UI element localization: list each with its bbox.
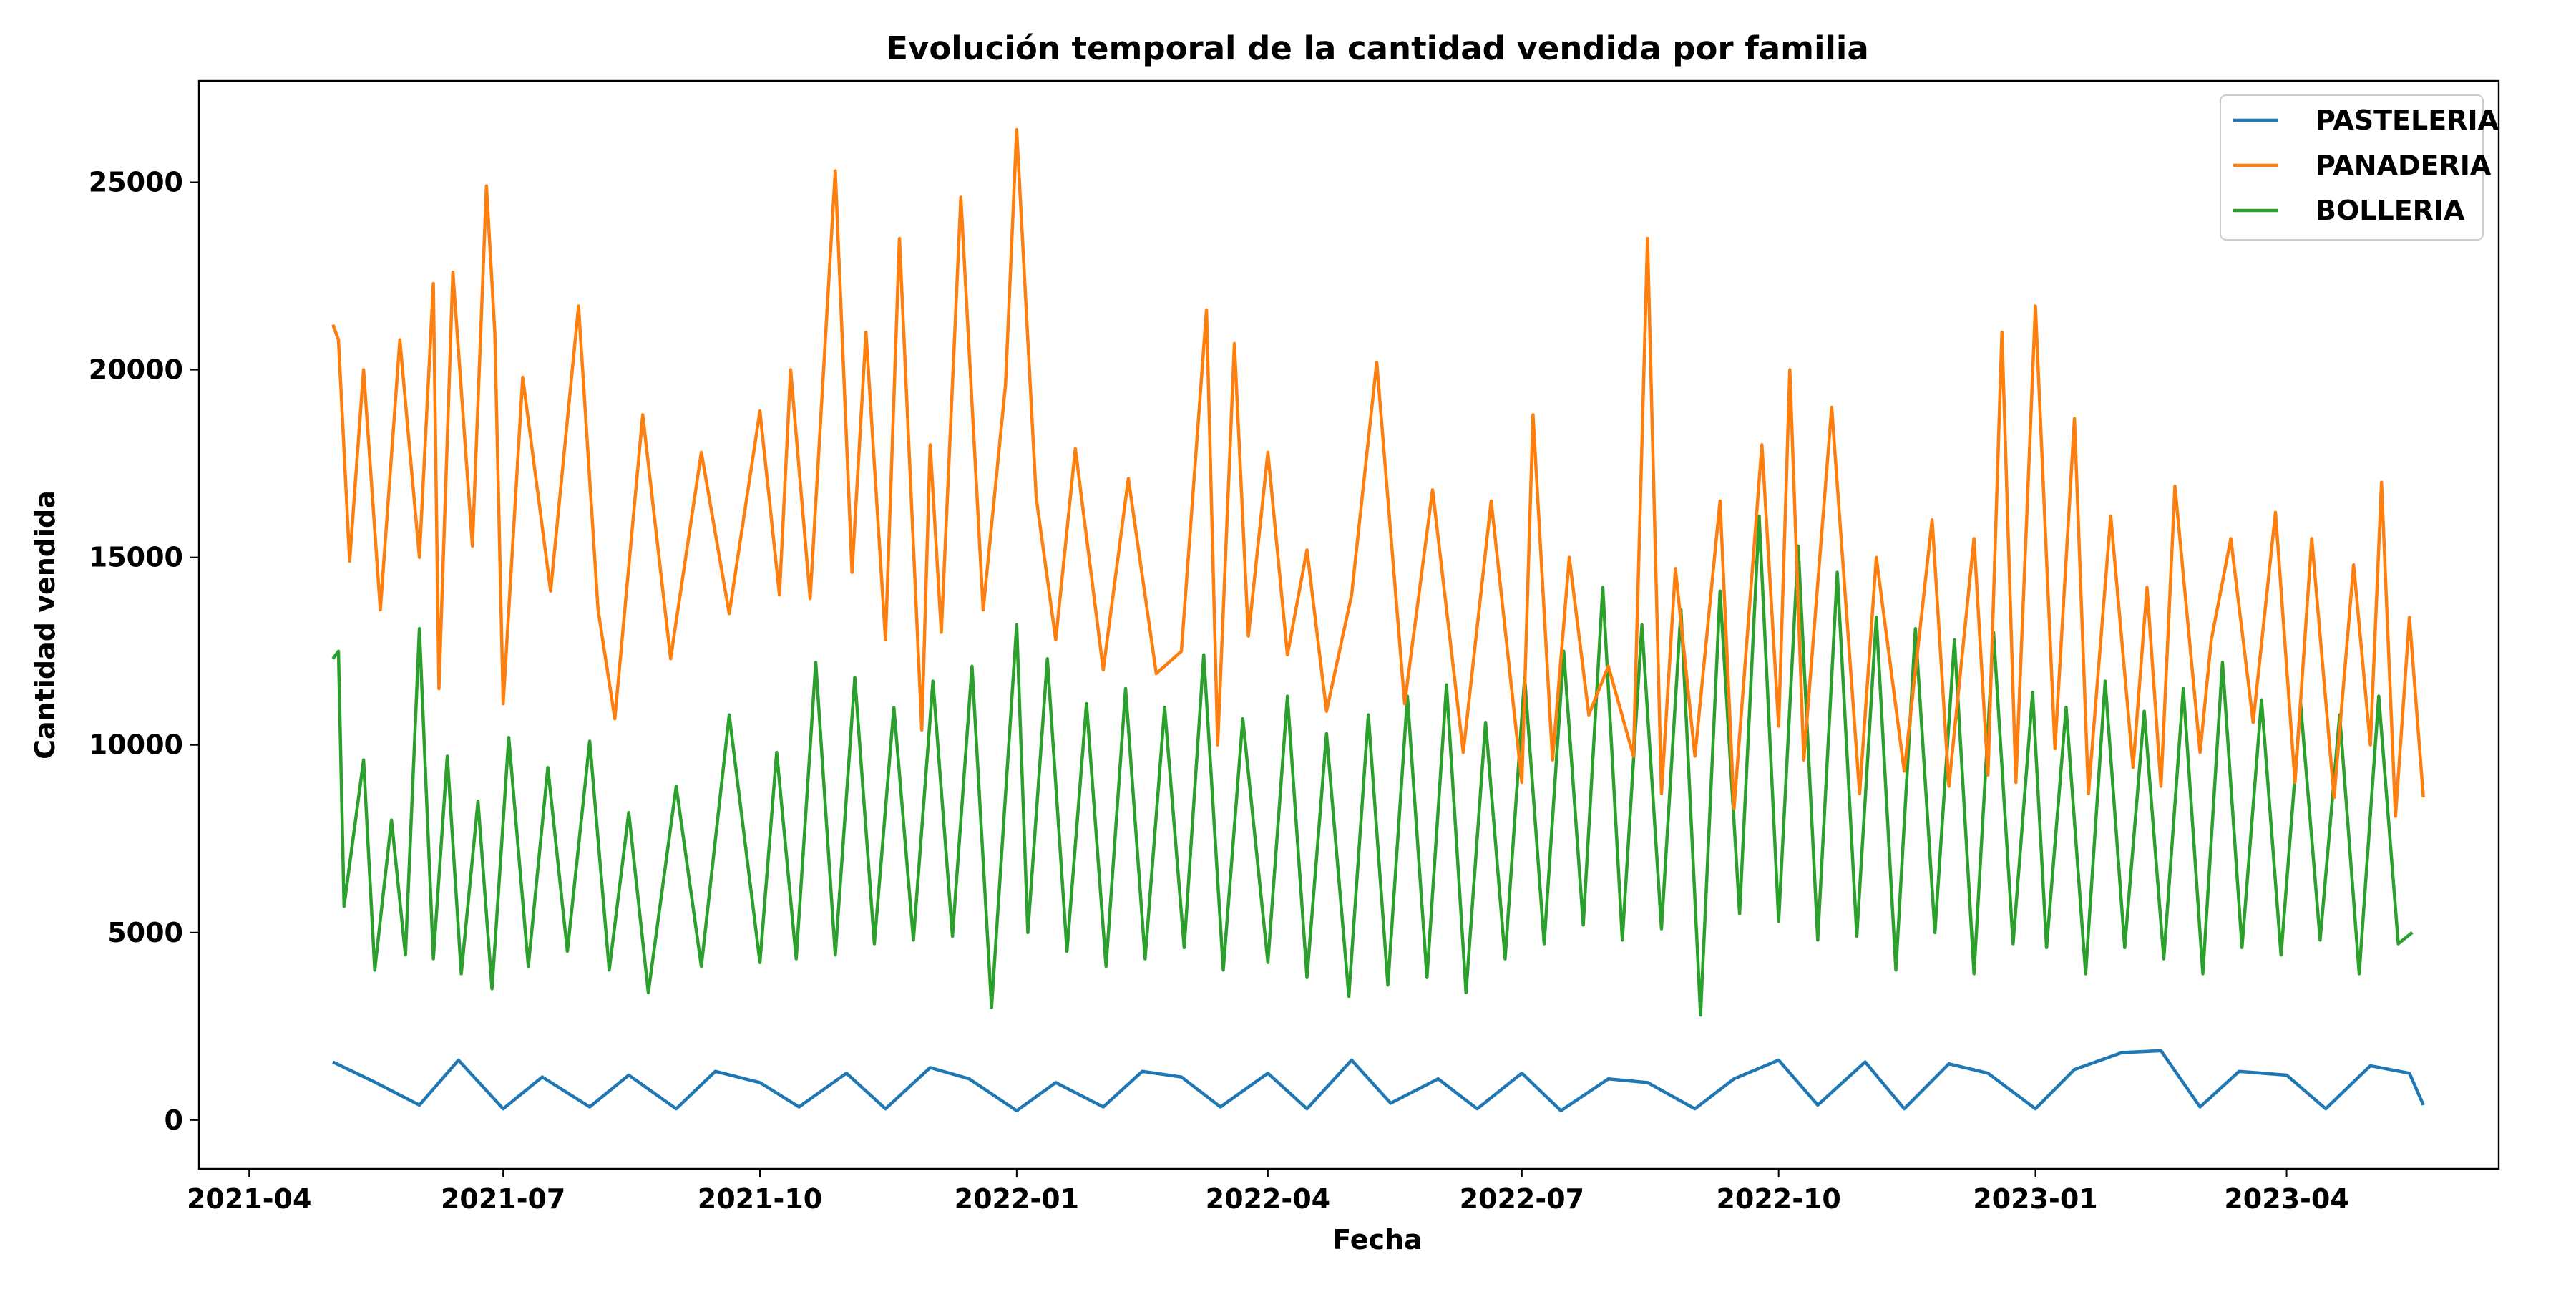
x-tick-label: 2023-01 (1973, 1183, 2097, 1215)
y-tick-label: 5000 (107, 917, 183, 948)
legend-label-bolleria: BOLLERIA (2316, 195, 2465, 226)
x-tick-label: 2022-04 (1206, 1183, 1330, 1215)
x-tick-label: 2021-10 (698, 1183, 822, 1215)
x-tick-label: 2022-01 (955, 1183, 1079, 1215)
legend: PASTELERIA PANADERIA BOLLERIA (2220, 95, 2499, 240)
y-tick-label: 10000 (89, 729, 183, 761)
x-tick-label: 2021-07 (441, 1183, 565, 1215)
legend-label-panaderia: PANADERIA (2316, 150, 2492, 181)
legend-label-pasteleria: PASTELERIA (2316, 105, 2499, 136)
y-tick-label: 20000 (89, 354, 183, 386)
y-tick-label: 25000 (89, 167, 183, 198)
x-tick-label: 2023-04 (2224, 1183, 2348, 1215)
y-axis-label: Cantidad vendida (29, 490, 61, 759)
x-axis-label: Fecha (1332, 1224, 1422, 1255)
x-tick-label: 2022-07 (1460, 1183, 1584, 1215)
chart-title: Evolución temporal de la cantidad vendid… (886, 29, 1868, 67)
y-tick-label: 15000 (89, 542, 183, 573)
x-tick-label: 2022-10 (1716, 1183, 1840, 1215)
y-tick-label: 0 (165, 1104, 183, 1136)
x-tick-label: 2021-04 (187, 1183, 311, 1215)
